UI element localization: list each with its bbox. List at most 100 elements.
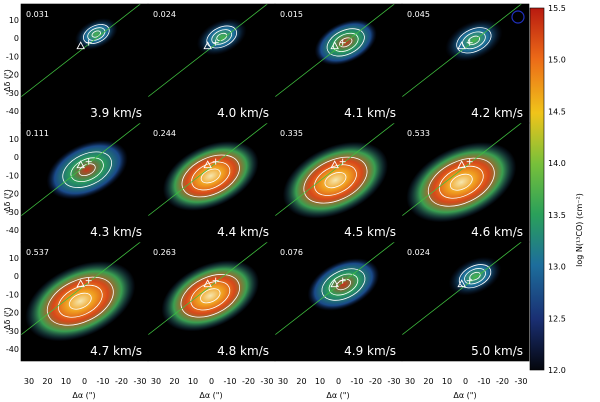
panel-background (402, 242, 529, 361)
channel-panel: 0.076 4.9 km/s (274, 241, 403, 362)
channel-panel: 0.024 5.0 km/s (401, 241, 530, 362)
x-tick-label: 0 (336, 377, 341, 386)
x-axis-label-col1: Δα (") (72, 391, 95, 400)
triangle-marker-icon (203, 41, 212, 50)
x-tick-label: -30 (133, 377, 146, 386)
x-tick-label: -20 (496, 377, 509, 386)
y-axis-label-row3: Δδ (") (3, 307, 12, 330)
colorbar-tick-label: 12.5 (548, 314, 566, 323)
peak-value: 0.533 (407, 129, 430, 138)
x-axis-label-col3: Δα (") (326, 391, 349, 400)
star-marker-icon (339, 39, 346, 46)
channel-panel: 0.263 4.8 km/s (147, 241, 276, 362)
panel-background (148, 4, 275, 123)
panel-background (402, 4, 529, 123)
velocity-label: 5.0 km/s (471, 344, 523, 358)
contour-line (180, 274, 240, 318)
x-tick-label: -10 (223, 377, 236, 386)
y-tick-label: 10 (9, 135, 19, 144)
x-tick-label: 30 (151, 377, 161, 386)
contour-line (462, 31, 486, 50)
star-marker-icon (85, 277, 92, 284)
y-tick-label: 10 (9, 254, 19, 263)
channel-panel: 0.031 3.9 km/s (20, 3, 149, 124)
triangle-marker-icon (203, 160, 212, 169)
star-marker-icon (339, 277, 346, 284)
triangle-marker-icon (330, 160, 339, 169)
channel-panel: 0.335 4.5 km/s (274, 122, 403, 243)
y-tick-label: -40 (6, 226, 19, 235)
velocity-label: 4.5 km/s (344, 225, 396, 239)
colorbar-tick-label: 13.0 (548, 263, 566, 272)
contour-line (321, 268, 366, 301)
x-tick-label: 30 (405, 377, 415, 386)
x-tick-label: 0 (463, 377, 468, 386)
star-marker-icon (212, 158, 219, 165)
peak-value: 0.024 (153, 10, 176, 19)
y-tick-labels: 10 0 -10 -20 -30 -40 10 0 -10 -20 -30 -40 10 0 -10 -20 -… (6, 16, 19, 354)
peak-value: 0.111 (26, 129, 49, 138)
triangle-marker-icon (457, 279, 466, 288)
channel-panel: 0.244 4.4 km/s (147, 122, 276, 243)
contour-line (332, 32, 359, 52)
x-tick-label: 30 (278, 377, 288, 386)
velocity-label: 4.9 km/s (344, 344, 396, 358)
peak-value: 0.031 (26, 10, 49, 19)
velocity-label: 4.6 km/s (471, 225, 523, 239)
triangle-marker-icon (76, 279, 85, 288)
outflow-axis-line (402, 242, 523, 336)
x-tick-label: 10 (61, 377, 71, 386)
y-tick-label: 0 (14, 34, 19, 43)
y-tick-label: -10 (6, 290, 19, 299)
contour-line (324, 172, 347, 189)
contour-line (438, 165, 484, 199)
peak-value: 0.244 (153, 129, 176, 138)
x-tick-label: 20 (169, 377, 179, 386)
y-tick-label: 0 (14, 153, 19, 162)
velocity-label: 4.0 km/s (217, 106, 269, 120)
channel-panel: 0.024 4.0 km/s (147, 3, 276, 124)
peak-value: 0.024 (407, 248, 430, 257)
velocity-label: 4.7 km/s (90, 344, 142, 358)
colorbar-tick-label: 13.5 (548, 211, 566, 220)
outflow-axis-line (402, 123, 523, 217)
star-marker-icon (466, 277, 473, 284)
colorbar-tick-label: 12.0 (548, 366, 566, 375)
x-tick-label: -30 (387, 377, 400, 386)
peak-value: 0.015 (280, 10, 303, 19)
triangle-marker-icon (457, 41, 466, 50)
x-tick-label: -20 (242, 377, 255, 386)
x-axis-label-col4: Δα (") (453, 391, 476, 400)
y-tick-label: -20 (6, 190, 19, 199)
contour-line (216, 32, 228, 42)
channel-panel: 0.111 4.3 km/s (20, 122, 149, 243)
y-tick-label: -20 (6, 71, 19, 80)
x-axis-label-col2: Δα (") (199, 391, 222, 400)
peak-value: 0.076 (280, 248, 303, 257)
contour-line (303, 156, 368, 204)
peak-value: 0.045 (407, 10, 430, 19)
star-marker-icon (85, 158, 92, 165)
contour-line (314, 164, 357, 196)
peak-value: 0.263 (153, 248, 176, 257)
channel-panel: 0.045 4.2 km/s (401, 3, 530, 124)
velocity-label: 3.9 km/s (90, 106, 142, 120)
y-tick-label: -10 (6, 171, 19, 180)
y-axis-label-row2: Δδ (") (3, 189, 12, 212)
x-tick-label: -10 (350, 377, 363, 386)
x-tick-labels: 30 20 10 0 -10 -20 -30 30 20 10 0 -10 -20 -30 30 20 10 0-… (24, 377, 528, 386)
velocity-label: 4.4 km/s (217, 225, 269, 239)
colorbar-tick-label: 15.5 (548, 4, 566, 13)
x-tick-label: -10 (477, 377, 490, 386)
channel-panel: 0.537 4.7 km/s (20, 241, 149, 362)
colorbar-tick-label: 15.0 (548, 56, 566, 65)
triangle-marker-icon (76, 41, 85, 50)
x-tick-label: 0 (209, 377, 214, 386)
panel-background (21, 4, 148, 123)
contour-line (68, 292, 92, 310)
contour-line (91, 30, 102, 38)
contour-line (339, 37, 353, 48)
x-tick-label: 20 (423, 377, 433, 386)
contour-line (46, 276, 114, 326)
